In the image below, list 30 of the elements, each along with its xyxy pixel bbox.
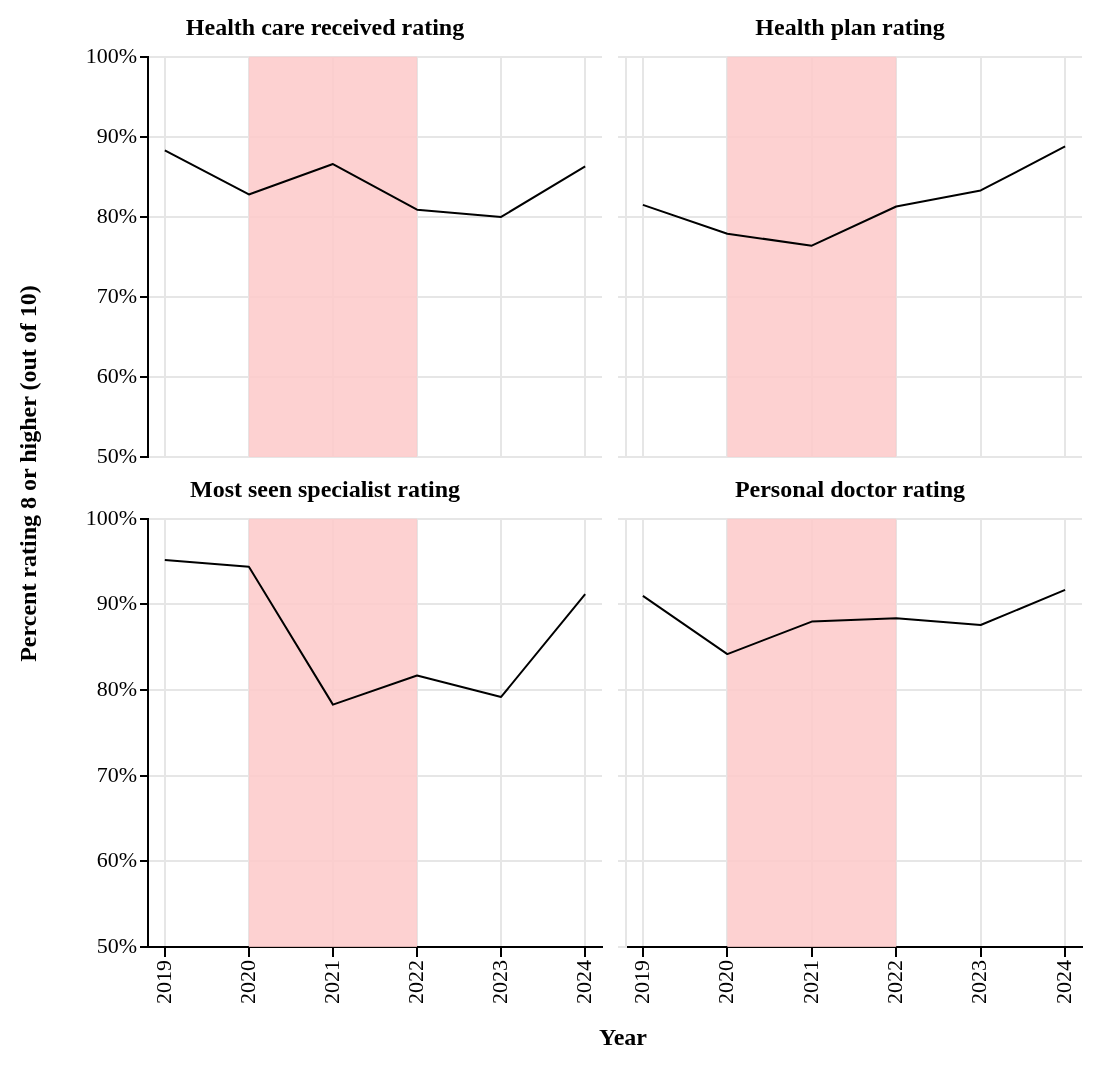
y-tick-label: 80% <box>96 202 137 228</box>
y-tick-label: 70% <box>96 282 137 308</box>
x-tick-label: 2023 <box>486 960 512 1004</box>
chart-title: Most seen specialist rating <box>190 475 460 502</box>
y-tick-label: 60% <box>96 362 137 388</box>
y-tick-label: 70% <box>96 761 137 787</box>
y-axis-title: Percent rating 8 or higher (out of 10) <box>14 284 42 662</box>
x-tick-label: 2019 <box>150 960 176 1004</box>
x-tick-label: 2019 <box>628 960 654 1004</box>
chart-title: Personal doctor rating <box>734 475 966 502</box>
x-tick-label: 2021 <box>797 960 823 1004</box>
x-tick-label: 2023 <box>966 960 992 1004</box>
x-tick-label: 2022 <box>882 960 907 1004</box>
y-tick-label: 50% <box>96 442 137 468</box>
y-tick-label: 100% <box>85 504 137 530</box>
x-tick-label: 2022 <box>402 960 428 1004</box>
y-tick-label: 90% <box>96 590 137 616</box>
x-tick-label: 2020 <box>234 960 260 1004</box>
x-tick-label: 2024 <box>570 960 596 1004</box>
x-tick-label: 2021 <box>318 960 344 1004</box>
x-axis-title: Year <box>598 1024 648 1051</box>
chart-title: Health care received rating <box>185 13 465 40</box>
y-tick-label: 50% <box>96 932 137 958</box>
x-tick-label: 2020 <box>713 960 739 1004</box>
y-tick-label: 60% <box>96 847 137 873</box>
y-tick-label: 80% <box>96 675 137 701</box>
y-tick-label: 90% <box>96 122 137 148</box>
y-tick-label: 100% <box>85 42 137 68</box>
chart-title: Health plan rating <box>755 13 945 40</box>
x-tick-label: 2024 <box>1050 960 1076 1004</box>
